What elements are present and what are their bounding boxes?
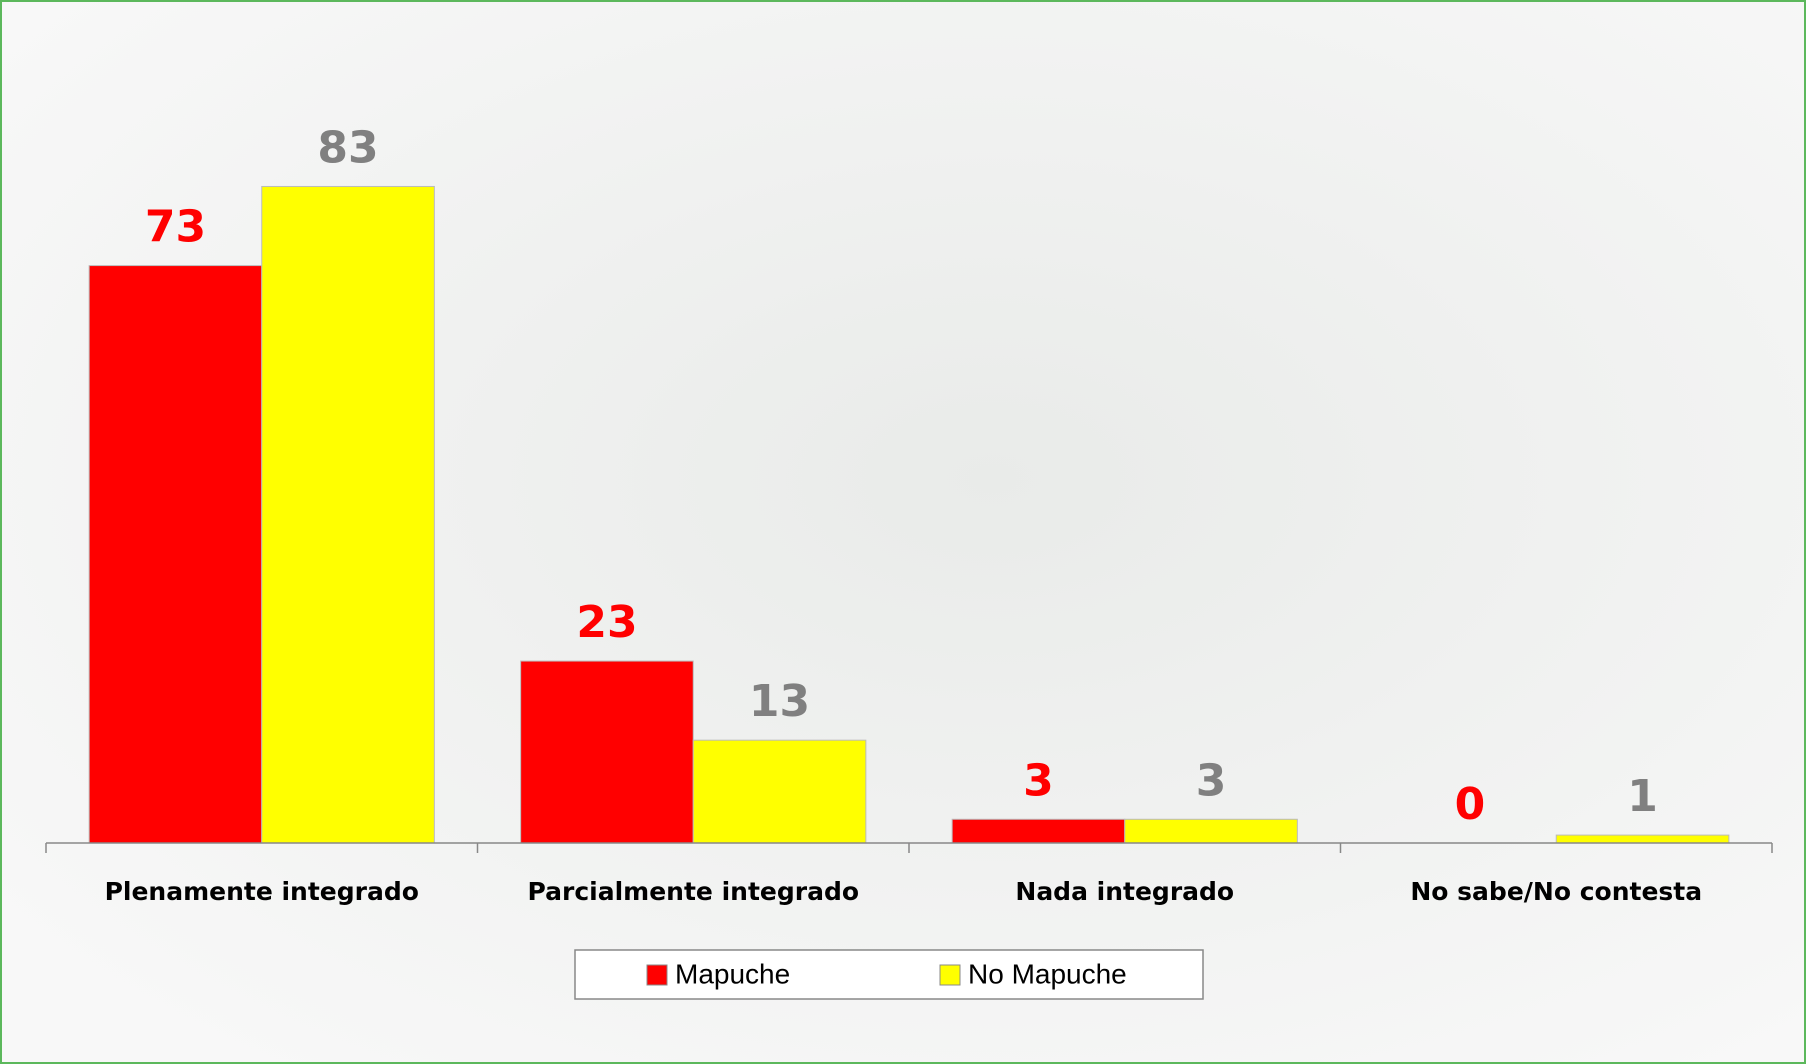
value-label: 23 [576,597,637,648]
x-tick-label: No sabe/No contesta [1410,877,1702,906]
legend-label: No Mapuche [968,958,1127,989]
bar [952,819,1125,843]
legend-swatch [647,965,667,985]
bar [693,740,866,843]
legend-label: Mapuche [675,958,790,989]
value-label: 1 [1627,771,1658,822]
x-tick-label: Parcialmente integrado [527,877,859,906]
bar [1125,819,1298,843]
legend-swatch [940,965,960,985]
bar [89,266,262,843]
chart: 7383Plenamente integrado2313Parcialmente… [0,0,1806,1064]
bar [521,661,694,843]
value-label: 3 [1023,755,1054,806]
value-label: 83 [317,122,378,173]
value-label: 73 [145,202,206,253]
x-tick-label: Plenamente integrado [105,877,419,906]
bar [262,186,435,843]
value-label: 13 [749,676,810,727]
value-label: 0 [1455,779,1486,830]
value-label: 3 [1196,755,1227,806]
bar [1556,835,1729,843]
x-tick-label: Nada integrado [1015,877,1234,906]
